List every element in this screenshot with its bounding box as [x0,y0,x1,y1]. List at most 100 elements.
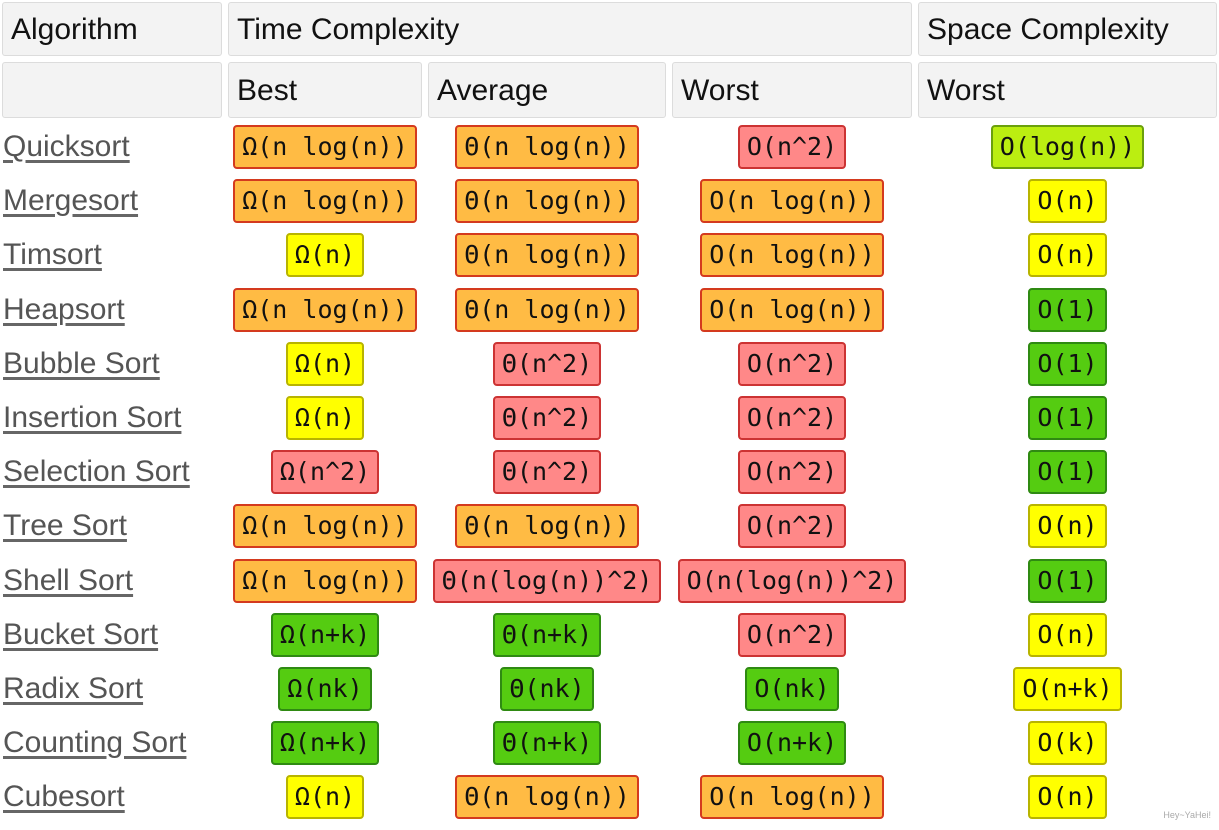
header-time-complexity: Time Complexity [228,2,912,56]
best-complexity-badge: Ω(n^2) [270,450,380,495]
worst-complexity-badge: O(n^2) [737,504,847,549]
worst-cell: O(n log(n)) [672,228,912,282]
table-row: Heapsort Ω(n log(n)) Θ(n log(n)) O(n log(n)… [0,283,1219,337]
worst-complexity-badge: O(n log(n)) [700,179,884,224]
average-complexity-badge: Θ(n log(n)) [455,125,639,169]
space-cell: O(n) [918,608,1217,662]
space-complexity-badge: O(n) [1028,233,1107,278]
best-cell: Ω(n log(n)) [228,499,422,553]
algorithm-link[interactable]: Quicksort [3,130,130,163]
space-cell: O(k) [918,716,1217,770]
table-row: Insertion Sort Ω(n) Θ(n^2) O(n^2) O(1) [0,391,1219,445]
worst-complexity-badge: O(n^2) [737,450,847,495]
best-complexity-badge: Ω(n) [285,233,365,278]
algorithm-link[interactable]: Cubesort [3,780,125,814]
space-cell: O(1) [918,283,1217,337]
best-cell: Ω(n log(n)) [228,283,422,337]
worst-cell: O(n log(n)) [672,283,912,337]
average-cell: Θ(n^2) [428,337,666,391]
algorithm-link[interactable]: Tree Sort [3,509,127,543]
best-complexity-badge: Ω(nk) [278,667,372,711]
best-cell: Ω(n) [228,337,422,391]
algorithm-link[interactable]: Timsort [3,238,102,272]
worst-complexity-badge: O(n^2) [737,396,847,440]
worst-complexity-badge: O(n^2) [737,612,847,657]
algorithm-link[interactable]: Radix Sort [3,672,144,705]
average-complexity-badge: Θ(n log(n)) [455,179,639,224]
algorithm-link[interactable]: Counting Sort [3,726,187,760]
average-cell: Θ(n log(n)) [428,499,666,553]
best-complexity-badge: Ω(n log(n)) [233,179,417,224]
space-cell: O(n) [918,499,1217,553]
table-row: Timsort Ω(n) Θ(n log(n)) O(n log(n)) O(n) [0,228,1219,282]
space-cell: O(1) [918,445,1217,499]
space-complexity-badge: O(n+k) [1013,667,1122,711]
space-cell: O(1) [918,337,1217,391]
best-complexity-badge: Ω(n+k) [270,721,380,766]
space-complexity-badge: O(1) [1028,341,1107,386]
space-complexity-badge: O(n) [1028,612,1107,657]
algorithm-link[interactable]: Selection Sort [3,455,190,489]
space-complexity-badge: O(log(n)) [990,125,1145,169]
average-cell: Θ(n+k) [428,608,666,662]
worst-cell: O(n log(n)) [672,174,912,228]
best-cell: Ω(n log(n)) [228,120,422,174]
best-cell: Ω(n^2) [228,445,422,499]
algorithm-link[interactable]: Mergesort [3,184,139,218]
algorithm-link[interactable]: Insertion Sort [3,401,182,434]
space-cell: O(n) [918,174,1217,228]
algorithm-link[interactable]: Shell Sort [3,563,134,597]
table-row: Radix Sort Ω(nk) Θ(nk) O(nk) O(n+k) [0,662,1219,716]
worst-complexity-badge: O(n^2) [737,125,847,169]
best-complexity-badge: Ω(n log(n)) [233,287,417,332]
space-cell: O(log(n)) [918,120,1217,174]
worst-complexity-badge: O(n log(n)) [700,775,884,820]
best-cell: Ω(n log(n)) [228,174,422,228]
space-complexity-badge: O(1) [1028,396,1107,440]
header-average: Average [428,62,666,118]
header-space-worst: Worst [918,62,1217,118]
space-complexity-badge: O(n) [1028,504,1107,549]
best-cell: Ω(n) [228,391,422,445]
best-cell: Ω(n log(n)) [228,554,422,608]
header-worst: Worst [672,62,912,118]
worst-cell: O(n^2) [672,120,912,174]
worst-complexity-badge: O(n log(n)) [700,233,884,278]
worst-cell: O(n+k) [672,716,912,770]
best-cell: Ω(n+k) [228,716,422,770]
space-complexity-badge: O(n) [1028,775,1107,820]
average-cell: Θ(n log(n)) [428,283,666,337]
best-complexity-badge: Ω(n log(n)) [233,125,417,169]
table-row: Counting Sort Ω(n+k) Θ(n+k) O(n+k) O(k) [0,716,1219,770]
worst-cell: O(n^2) [672,337,912,391]
average-complexity-badge: Θ(n log(n)) [455,775,639,820]
table-row: Bucket Sort Ω(n+k) Θ(n+k) O(n^2) O(n) [0,608,1219,662]
header-best: Best [228,62,422,118]
table-row: Cubesort Ω(n) Θ(n log(n)) O(n log(n)) O(n) [0,770,1219,824]
average-cell: Θ(n log(n)) [428,228,666,282]
average-complexity-badge: Θ(n^2) [492,341,602,386]
worst-cell: O(nk) [672,662,912,716]
space-cell: O(1) [918,554,1217,608]
table-row: Shell Sort Ω(n log(n)) Θ(n(log(n))^2) O(n(l… [0,554,1219,608]
algorithm-link[interactable]: Bucket Sort [3,617,159,651]
worst-complexity-badge: O(n(log(n))^2) [677,558,907,603]
algorithm-link[interactable]: Heapsort [3,292,125,326]
table-row: Selection Sort Ω(n^2) Θ(n^2) O(n^2) O(1) [0,445,1219,499]
best-cell: Ω(n) [228,770,422,824]
worst-cell: O(n^2) [672,445,912,499]
table-row: Bubble Sort Ω(n) Θ(n^2) O(n^2) O(1) [0,337,1219,391]
best-complexity-badge: Ω(n+k) [270,612,380,657]
best-cell: Ω(n+k) [228,608,422,662]
worst-cell: O(n^2) [672,499,912,553]
best-complexity-badge: Ω(n log(n)) [233,504,417,549]
average-complexity-badge: Θ(n(log(n))^2) [432,558,662,603]
algorithm-link[interactable]: Bubble Sort [3,346,160,380]
best-complexity-badge: Ω(n) [285,396,365,440]
average-cell: Θ(n^2) [428,445,666,499]
space-complexity-badge: O(k) [1028,721,1107,766]
worst-complexity-badge: O(nk) [745,667,839,711]
average-cell: Θ(n log(n)) [428,120,666,174]
header-space-complexity: Space Complexity [918,2,1217,56]
header-algorithm: Algorithm [2,2,222,56]
